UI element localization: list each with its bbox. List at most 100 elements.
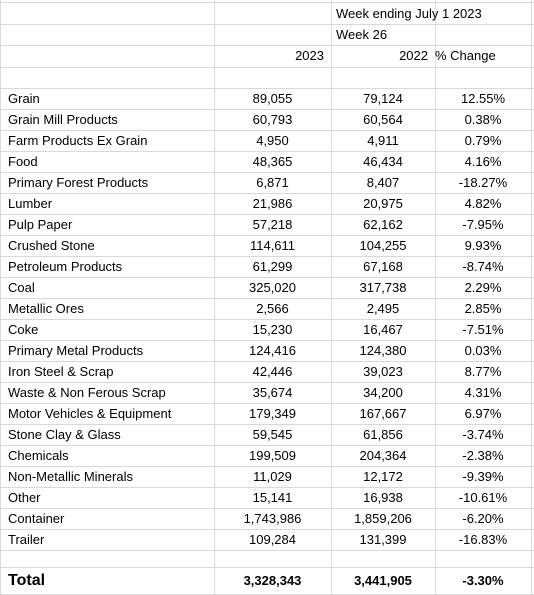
row-2023[interactable]: 109,284 (249, 532, 296, 547)
row-2023[interactable]: 15,141 (252, 490, 293, 505)
row-change[interactable]: 0.03% (464, 343, 502, 358)
total-change[interactable]: -3.30% (462, 573, 504, 588)
row-change[interactable]: 2.29% (464, 280, 502, 295)
row-2022[interactable]: 1,859,206 (354, 511, 412, 526)
row-change[interactable]: 4.31% (464, 385, 502, 400)
row-2022[interactable]: 60,564 (363, 112, 403, 127)
row-2022[interactable]: 39,023 (363, 364, 403, 379)
row-2023[interactable]: 1,743,986 (243, 511, 302, 526)
row-change[interactable]: 4.82% (464, 196, 502, 211)
row-2023[interactable]: 11,029 (253, 469, 292, 484)
row-label[interactable]: Coal (8, 280, 35, 295)
row-label[interactable]: Grain (8, 91, 40, 106)
row-2022[interactable]: 34,200 (363, 385, 403, 400)
row-2022[interactable]: 167,667 (359, 406, 407, 421)
row-label[interactable]: Metallic Ores (8, 301, 84, 316)
row-2022[interactable]: 67,168 (363, 259, 403, 274)
row-2022[interactable]: 62,162 (363, 217, 403, 232)
row-label[interactable]: Motor Vehicles & Equipment (8, 406, 172, 421)
row-label[interactable]: Other (8, 490, 41, 505)
row-2023[interactable]: 2,566 (256, 301, 289, 316)
row-change[interactable]: -18.27% (458, 175, 508, 190)
row-2023[interactable]: 48,365 (252, 154, 293, 169)
header-week-ending[interactable]: Week ending July 1 2023 (336, 6, 482, 21)
row-label[interactable]: Chemicals (8, 448, 69, 463)
row-2023[interactable]: 59,545 (252, 427, 293, 442)
row-2023[interactable]: 57,218 (252, 217, 293, 232)
row-2022[interactable]: 16,467 (363, 322, 403, 337)
row-2022[interactable]: 46,434 (363, 154, 403, 169)
row-2023[interactable]: 60,793 (252, 112, 293, 127)
row-label[interactable]: Lumber (8, 196, 53, 211)
header-2022[interactable]: 2022 (399, 48, 428, 63)
row-2022[interactable]: 204,364 (359, 448, 407, 463)
row-2023[interactable]: 4,950 (256, 133, 289, 148)
row-label[interactable]: Coke (8, 322, 39, 337)
total-2023[interactable]: 3,328,343 (243, 573, 302, 588)
row-change[interactable]: 0.38% (464, 112, 502, 127)
row-2023[interactable]: 42,446 (252, 364, 293, 379)
row-label[interactable]: Trailer (8, 532, 45, 547)
grid-line (0, 24, 534, 25)
total-label[interactable]: Total (8, 572, 46, 589)
row-2022[interactable]: 12,172 (363, 469, 403, 484)
row-label[interactable]: Pulp Paper (8, 217, 73, 232)
row-2023[interactable]: 199,509 (249, 448, 296, 463)
row-change[interactable]: 2.85% (464, 301, 502, 316)
row-2022[interactable]: 317,738 (359, 280, 407, 295)
row-2022[interactable]: 16,938 (363, 490, 403, 505)
row-change[interactable]: -6.20% (462, 511, 504, 526)
row-change[interactable]: 8.77% (464, 364, 502, 379)
row-2023[interactable]: 89,055 (252, 91, 293, 106)
header-change[interactable]: % Change (435, 48, 496, 63)
row-label[interactable]: Container (8, 511, 65, 526)
row-change[interactable]: -8.74% (462, 259, 504, 274)
row-change[interactable]: -16.83% (458, 532, 508, 547)
row-2023[interactable]: 21,986 (252, 196, 293, 211)
row-change[interactable]: -7.95% (462, 217, 504, 232)
row-2022[interactable]: 20,975 (363, 196, 403, 211)
row-label[interactable]: Waste & Non Ferous Scrap (8, 385, 166, 400)
row-2023[interactable]: 35,674 (252, 385, 293, 400)
row-2022[interactable]: 79,124 (363, 91, 403, 106)
row-label[interactable]: Primary Metal Products (8, 343, 144, 358)
row-2023[interactable]: 325,020 (249, 280, 296, 295)
row-label[interactable]: Farm Products Ex Grain (8, 133, 148, 148)
row-2023[interactable]: 114,611 (249, 238, 296, 253)
row-change[interactable]: -9.39% (462, 469, 504, 484)
row-label[interactable]: Iron Steel & Scrap (8, 364, 114, 379)
row-2023[interactable]: 61,299 (252, 259, 293, 274)
row-change[interactable]: 4.16% (464, 154, 502, 169)
row-label[interactable]: Crushed Stone (8, 238, 95, 253)
header-week-number[interactable]: Week 26 (336, 27, 388, 42)
row-change[interactable]: -10.61% (458, 490, 508, 505)
total-2022[interactable]: 3,441,905 (354, 573, 412, 588)
row-2022[interactable]: 4,911 (367, 133, 399, 148)
row-label[interactable]: Petroleum Products (8, 259, 123, 274)
row-label[interactable]: Food (8, 154, 38, 169)
row-label[interactable]: Primary Forest Products (8, 175, 149, 190)
row-change[interactable]: -3.74% (462, 427, 504, 442)
row-2022[interactable]: 104,255 (359, 238, 407, 253)
row-2022[interactable]: 8,407 (366, 175, 400, 190)
row-2022[interactable]: 61,856 (363, 427, 403, 442)
row-change[interactable]: -7.51% (462, 322, 504, 337)
grid-line (0, 0, 1, 595)
row-2023[interactable]: 6,871 (256, 175, 289, 190)
row-label[interactable]: Stone Clay & Glass (8, 427, 121, 442)
row-2022[interactable]: 124,380 (359, 343, 407, 358)
row-2022[interactable]: 2,495 (366, 301, 400, 316)
row-2022[interactable]: 131,399 (359, 532, 407, 547)
row-change[interactable]: 6.97% (464, 406, 502, 421)
row-change[interactable]: 0.79% (464, 133, 502, 148)
grid-line (0, 193, 534, 194)
row-label[interactable]: Grain Mill Products (8, 112, 118, 127)
row-2023[interactable]: 15,230 (252, 322, 293, 337)
row-change[interactable]: 9.93% (464, 238, 502, 253)
row-label[interactable]: Non-Metallic Minerals (8, 469, 133, 484)
row-2023[interactable]: 124,416 (249, 343, 296, 358)
row-change[interactable]: -2.38% (462, 448, 504, 463)
row-2023[interactable]: 179,349 (249, 406, 296, 421)
header-2023[interactable]: 2023 (295, 48, 324, 63)
row-change[interactable]: 12.55% (460, 91, 506, 106)
